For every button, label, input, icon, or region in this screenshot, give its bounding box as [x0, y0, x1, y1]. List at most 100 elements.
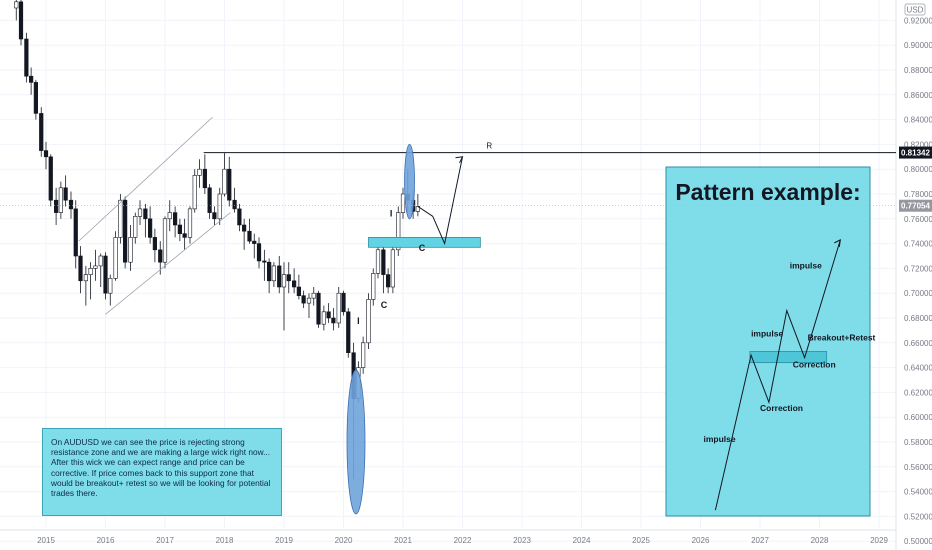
candle-up	[271, 265, 276, 282]
projection-arrowhead	[455, 156, 464, 164]
candle-up	[88, 268, 93, 275]
candle-down	[346, 311, 351, 354]
candle-down	[381, 249, 386, 275]
resistance-label: R	[486, 142, 492, 151]
candle-up	[311, 292, 316, 299]
projection-path	[417, 156, 463, 246]
example-label: impulse	[751, 329, 783, 339]
candle-down	[237, 208, 242, 226]
candle-down	[173, 212, 178, 226]
candle-down	[292, 280, 297, 288]
candle-up	[192, 175, 197, 210]
candle-up	[93, 265, 98, 269]
x-tick-label: 2028	[811, 536, 829, 545]
candle-up	[137, 208, 143, 217]
x-tick-label: 2026	[692, 536, 710, 545]
candle-down	[316, 292, 321, 325]
example-label: Correction	[793, 360, 836, 370]
candle-up	[375, 249, 381, 274]
candle-down	[103, 255, 108, 294]
y-tick-label: 0.88000	[904, 66, 932, 75]
y-tick-label: 0.74000	[904, 240, 932, 249]
candle-down	[63, 187, 68, 201]
candle-up	[390, 249, 395, 288]
x-tick-label: 2027	[751, 536, 769, 545]
y-tick-label: 0.66000	[904, 339, 932, 348]
x-tick-label: 2022	[454, 536, 472, 545]
y-tick-label: 0.62000	[904, 388, 932, 397]
candle-down	[54, 199, 59, 213]
wick-highlight-ellipse	[346, 369, 366, 515]
candle-down	[78, 255, 83, 282]
candle-up	[336, 292, 341, 324]
candle-down	[331, 317, 336, 324]
candle-up	[14, 1, 19, 9]
candle-down	[73, 208, 78, 257]
candle-up	[306, 297, 312, 304]
candle-up	[400, 193, 406, 213]
y-tick-label: 0.70000	[904, 289, 932, 298]
candle-down	[242, 224, 247, 232]
x-tick-label: 2020	[335, 536, 353, 545]
example-arrowhead	[834, 239, 841, 247]
candle-up	[58, 187, 63, 213]
candle-down	[68, 199, 74, 210]
channel-line	[78, 116, 213, 242]
y-tick-label: 0.54000	[904, 488, 932, 497]
candle-up	[128, 237, 133, 263]
candle-down	[227, 168, 232, 201]
y-tick-label: 0.50000	[904, 537, 932, 546]
price-label-text: 0.81342	[901, 149, 930, 158]
candle-down	[301, 295, 306, 304]
wave-label: C	[419, 243, 426, 253]
currency-badge-label: USD	[907, 6, 924, 15]
candle-up	[366, 299, 371, 344]
x-tick-label: 2015	[37, 536, 55, 545]
example-label: Breakout+Retest	[808, 332, 876, 342]
y-tick-label: 0.78000	[904, 190, 932, 199]
y-tick-label: 0.84000	[904, 116, 932, 125]
candle-up	[187, 208, 193, 238]
candle-up	[361, 342, 366, 368]
y-tick-label: 0.52000	[904, 512, 932, 521]
candle-up	[167, 212, 172, 220]
y-tick-label: 0.58000	[904, 438, 932, 447]
pattern-example-panel	[665, 166, 871, 517]
y-tick-label: 0.72000	[904, 264, 932, 273]
candle-up	[217, 193, 222, 220]
example-breakout-zone	[749, 351, 828, 364]
y-tick-label: 0.56000	[904, 463, 932, 472]
candle-up	[197, 168, 202, 176]
candle-down	[177, 224, 182, 234]
price-label-box	[899, 146, 932, 159]
y-tick-label: 0.76000	[904, 215, 932, 224]
x-tick-label: 2024	[573, 536, 591, 545]
x-tick-label: 2016	[97, 536, 115, 545]
candle-down	[33, 82, 38, 114]
candle-up	[108, 278, 113, 294]
candle-up	[98, 255, 103, 267]
candle-down	[207, 187, 212, 213]
example-label: impulse	[790, 260, 822, 270]
candle-up	[133, 216, 138, 238]
candle-down	[341, 292, 346, 313]
candle-down	[29, 75, 34, 83]
candle-down	[148, 218, 153, 238]
currency-badge	[904, 3, 926, 16]
candle-down	[202, 168, 207, 189]
candle-down	[256, 243, 262, 262]
y-tick-label: 0.86000	[904, 91, 932, 100]
candle-down	[286, 274, 291, 282]
wave-label: I	[357, 316, 360, 326]
x-tick-label: 2018	[216, 536, 234, 545]
price-label-box	[899, 199, 932, 212]
candle-down	[39, 113, 44, 151]
y-tick-label: 0.60000	[904, 413, 932, 422]
wave-label: I	[390, 208, 393, 218]
y-tick-label: 0.64000	[904, 364, 932, 373]
candle-down	[212, 212, 217, 220]
wave-label: C	[381, 300, 388, 310]
candle-up	[371, 273, 376, 300]
candle-up	[118, 199, 123, 238]
candle-up	[113, 237, 118, 279]
